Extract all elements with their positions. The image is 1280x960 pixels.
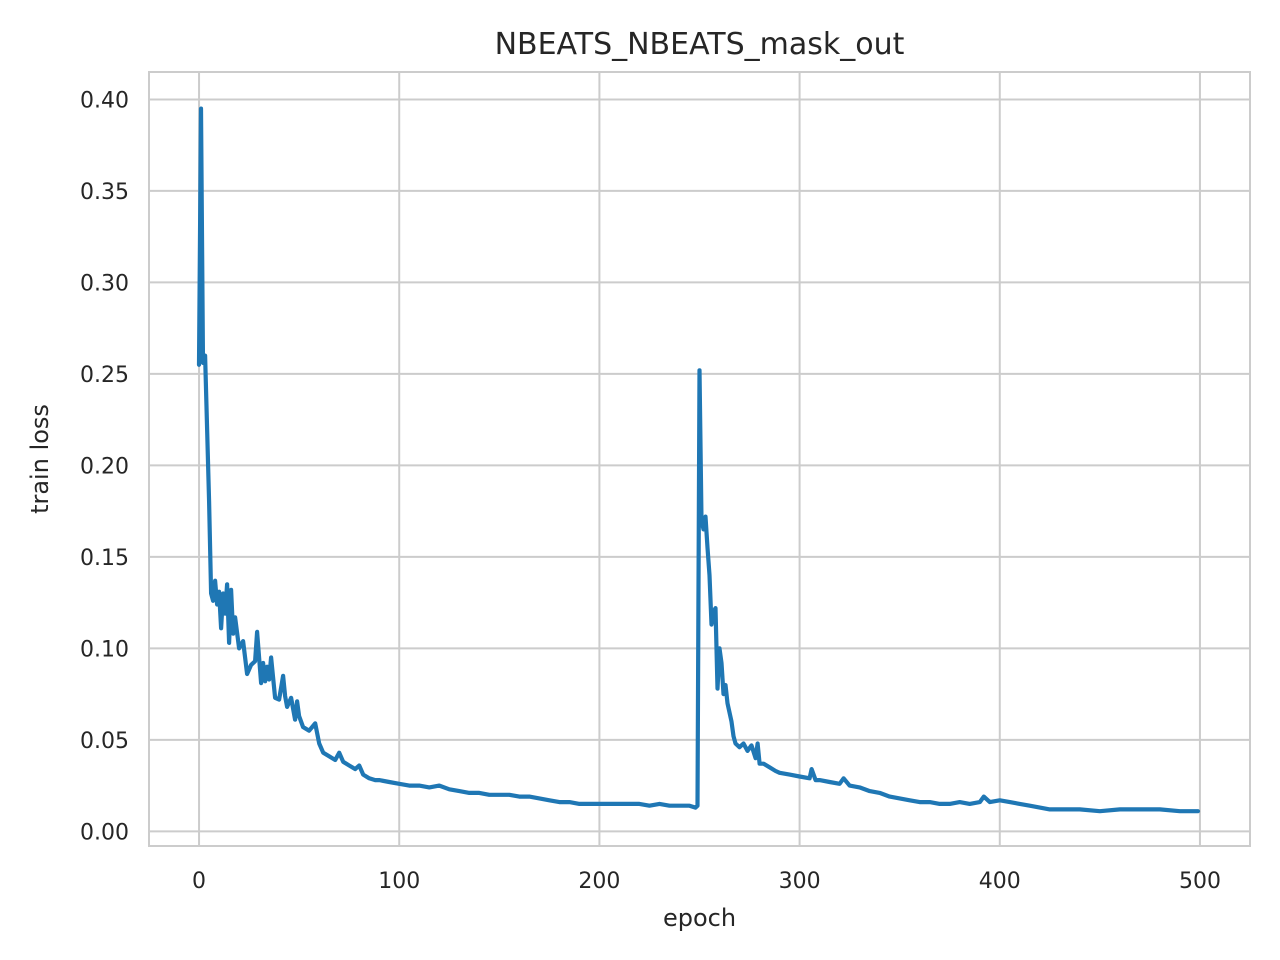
y-tick-label: 0.15 [80, 546, 129, 571]
x-tick-labels: 0 100 200 300 400 500 [192, 869, 1221, 894]
y-tick-label: 0.00 [80, 820, 129, 845]
x-tick-label: 0 [192, 869, 206, 894]
x-tick-label: 400 [979, 869, 1021, 894]
y-tick-label: 0.35 [80, 180, 129, 205]
y-tick-labels: 0.00 0.05 0.10 0.15 0.20 0.25 0.30 0.35 0.40 [80, 88, 129, 845]
y-tick-label: 0.40 [80, 88, 129, 113]
x-axis-label: epoch [663, 904, 736, 932]
x-tick-label: 200 [578, 869, 620, 894]
chart-title: NBEATS_NBEATS_mask_out [495, 27, 905, 62]
x-tick-label: 100 [378, 869, 420, 894]
x-tick-label: 500 [1179, 869, 1221, 894]
y-tick-label: 0.20 [80, 454, 129, 479]
x-tick-label: 300 [779, 869, 821, 894]
plot-frame [148, 71, 1251, 847]
y-axis-label: train loss [26, 404, 54, 514]
y-tick-label: 0.30 [80, 271, 129, 296]
y-tick-label: 0.25 [80, 363, 129, 388]
y-tick-label: 0.05 [80, 729, 129, 754]
grid [149, 72, 1250, 846]
y-tick-label: 0.10 [80, 637, 129, 662]
series-line-train-loss [196, 106, 1201, 814]
